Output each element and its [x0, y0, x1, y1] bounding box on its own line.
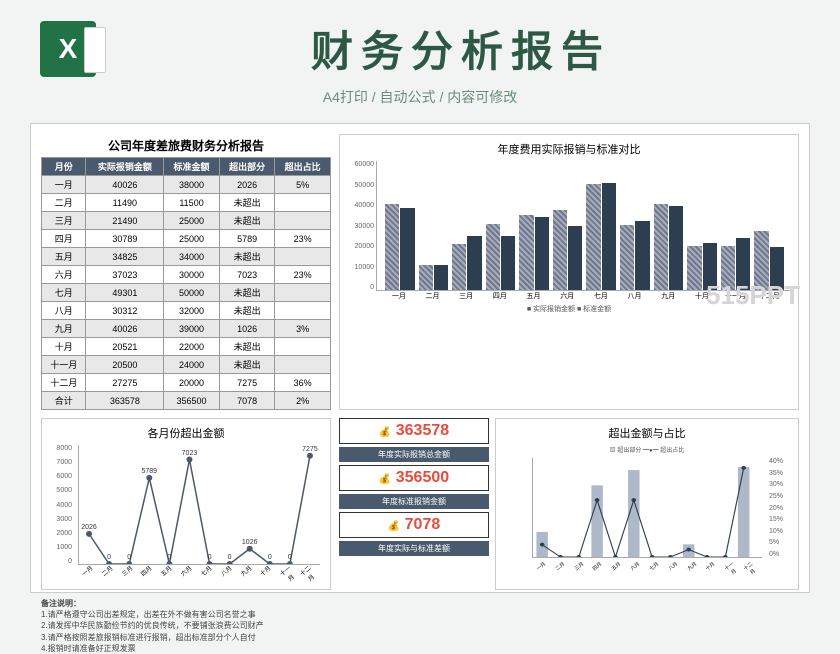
combo-chart: 超出金额与占比 ▨ 超出部分 ━●━ 超出占比 40%35%30%25%20%1…	[495, 418, 799, 590]
label: 年度标准报销金额	[339, 494, 489, 509]
bar-chart: 年度费用实际报销与标准对比 60000500004000030000200001…	[339, 134, 799, 410]
spreadsheet: 公司年度差旅费财务分析报告 月份实际报销金额标准金额超出部分超出占比一月4002…	[30, 123, 810, 593]
excel-icon: X	[40, 21, 96, 77]
label: 年度实际报销总金额	[339, 447, 489, 462]
subtitle: A4打印 / 自动公式 / 内容可修改	[0, 87, 840, 107]
label: 年度实际与标准差额	[339, 541, 489, 556]
legend: ▨ 超出部分 ━●━ 超出占比	[502, 445, 792, 454]
chart-title: 超出金额与占比	[502, 425, 792, 441]
chart-title: 年度费用实际报销与标准对比	[346, 141, 792, 157]
total-actual: 363578	[396, 422, 449, 439]
total-standard: 356500	[396, 469, 449, 486]
table-title: 公司年度差旅费财务分析报告	[41, 134, 331, 157]
line-chart: 各月份超出金额 80007000600050004000300020001000…	[41, 418, 331, 590]
notes-title: 备注说明：	[41, 598, 799, 609]
summary-panel: 💰 363578 年度实际报销总金额 💰 356500 年度标准报销金额 💰 7…	[339, 418, 799, 590]
total-diff: 7078	[405, 516, 441, 533]
watermark: 515PPT	[706, 280, 800, 311]
main-title: 财务分析报告	[122, 18, 800, 79]
data-table: 公司年度差旅费财务分析报告 月份实际报销金额标准金额超出部分超出占比一月4002…	[41, 134, 331, 410]
notes: 备注说明： 1.请严格遵守公司出差规定，出差在外不做有害公司名誉之事2.请发挥中…	[41, 598, 799, 654]
chart-title: 各月份超出金额	[48, 425, 324, 441]
